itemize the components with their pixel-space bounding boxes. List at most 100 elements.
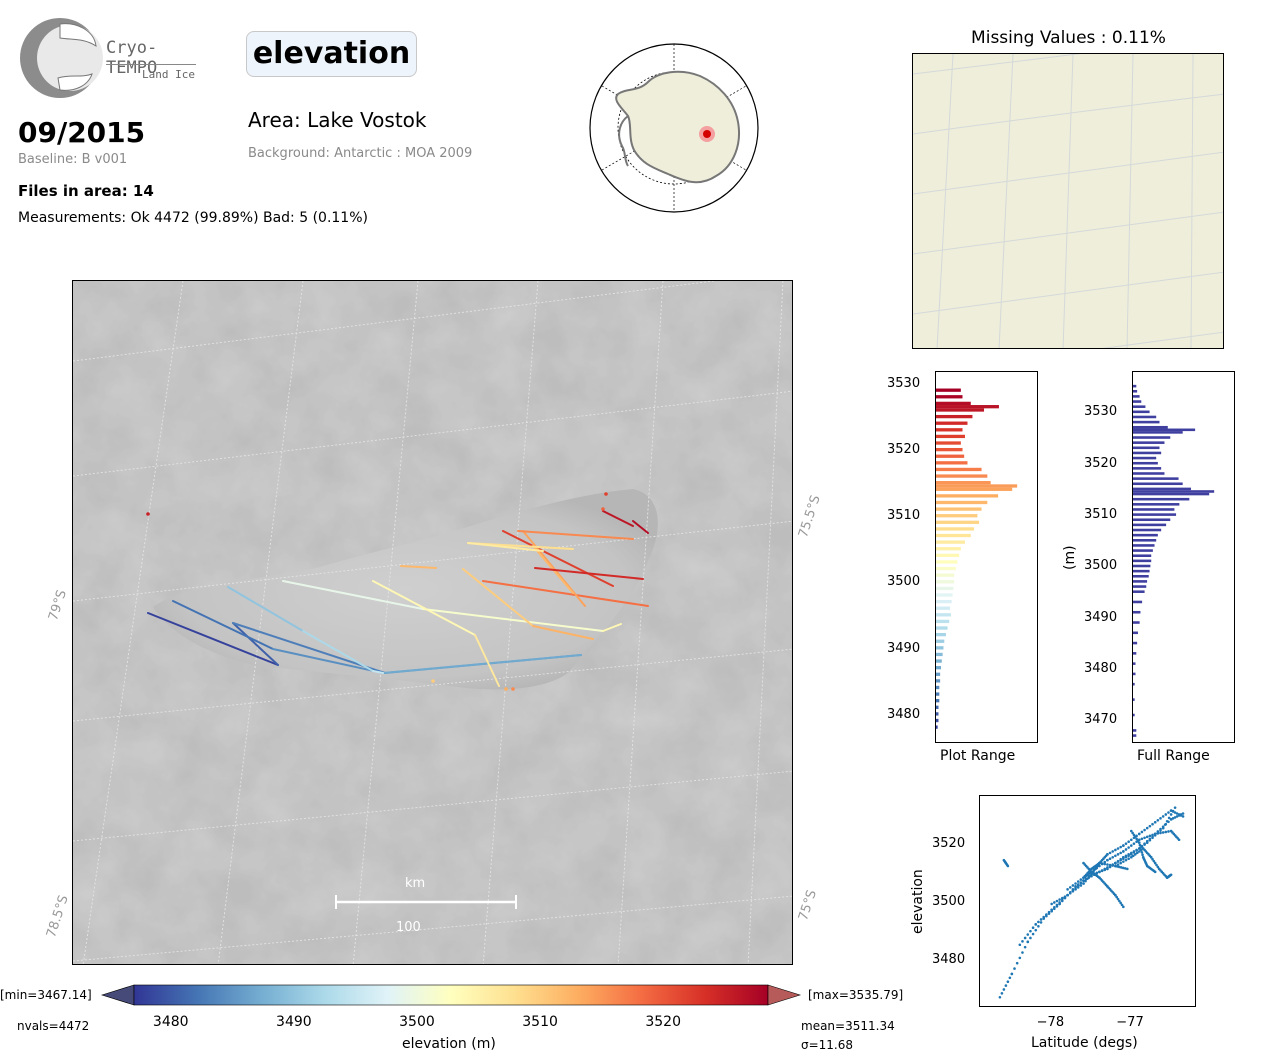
scatter-point (1108, 863, 1112, 867)
histogram-bar (936, 547, 961, 551)
scatter-point (1124, 855, 1128, 859)
histogram-bar (1133, 405, 1146, 408)
colorbar-tick-label: 3480 (152, 1014, 189, 1030)
scatter-point (1124, 842, 1128, 845)
scatter-point (1008, 976, 1012, 980)
scatter-point (1095, 866, 1099, 870)
scatter-point (1127, 840, 1130, 843)
scatter-point (1135, 849, 1138, 852)
scatter-point (1106, 858, 1109, 862)
scatter-point (1124, 858, 1128, 862)
histogram-bar (936, 553, 960, 557)
scatter-point (1018, 956, 1022, 960)
histogram-tick-label: 3490 (887, 640, 921, 656)
histogram-bar (936, 619, 950, 624)
colorbar-tick-label: 3510 (522, 1014, 558, 1030)
histogram-bar (936, 520, 980, 524)
scatter-point (1124, 867, 1127, 870)
elevation-latitude-scatter (979, 795, 1196, 1007)
elevation-track-point (146, 512, 150, 516)
full-range-ylabel: (m) (1062, 545, 1078, 570)
histogram-bar (936, 514, 978, 518)
scatter-point (1055, 903, 1059, 907)
measurements-summary: Measurements: Ok 4472 (99.89%) Bad: 5 (0… (18, 210, 368, 226)
scatter-point (1119, 861, 1122, 865)
histogram-bar (1133, 554, 1152, 557)
scatter-point (1152, 859, 1156, 863)
scatter-ytick-label: 3480 (932, 952, 966, 968)
histogram-bar (1133, 395, 1140, 398)
histogram-bar (1133, 734, 1137, 737)
histogram-bar (1133, 549, 1153, 552)
scatter-point (1068, 891, 1072, 895)
elevation-colorbar (100, 984, 802, 1006)
scatter-point (1116, 853, 1120, 856)
scatter-point (1116, 863, 1120, 866)
scatter-point (1079, 884, 1083, 887)
elevation-track-segment (532, 625, 594, 640)
elevation-track-segment (602, 510, 634, 527)
histogram-bar (1133, 698, 1135, 701)
scatter-point (1139, 846, 1142, 849)
histogram-bar (936, 718, 939, 723)
scatter-point (1161, 815, 1165, 818)
histogram-bar (1133, 518, 1171, 522)
scatter-point (1116, 860, 1120, 863)
colorbar-min-extend (100, 984, 135, 1006)
scatter-point (1165, 819, 1169, 823)
scatter-point (1050, 902, 1053, 906)
histogram-bar (936, 613, 951, 617)
plot-range-label: Plot Range (940, 748, 1016, 764)
colorbar-tick-label: 3490 (276, 1014, 312, 1030)
scatter-point (1039, 918, 1043, 921)
scatter-point (1129, 855, 1133, 859)
scatter-point (1015, 961, 1019, 965)
scatter-point (1169, 813, 1173, 816)
scatter-point (1151, 822, 1154, 826)
nvals-label: nvals=4472 (17, 1019, 90, 1033)
elevation-track-segment (232, 622, 386, 674)
scatter-point (1042, 915, 1046, 919)
date-label: 09/2015 (18, 116, 146, 149)
histogram-bar (936, 580, 955, 584)
elevation-tracks (146, 492, 649, 691)
scatter-point (1159, 817, 1162, 820)
histogram-bar (936, 461, 968, 465)
histogram-bar (936, 540, 965, 544)
scatter-point (1103, 860, 1107, 864)
antarctica-locator-map (589, 43, 759, 213)
scatter-point (1129, 853, 1133, 856)
elevation-track-segment (382, 654, 582, 674)
scatter-point (1119, 851, 1122, 855)
histogram-bar (936, 699, 940, 703)
scatter-point (1145, 835, 1149, 839)
scatter-point (1119, 858, 1122, 862)
scatter-point (1114, 893, 1117, 897)
colorbar-min-label: [min=3467.14] (0, 988, 92, 1002)
histogram-tick-label: 3500 (887, 574, 921, 590)
elevation-map[interactable]: km 100 (72, 280, 793, 965)
scatter-point (1137, 841, 1141, 844)
histogram-bar (1133, 389, 1138, 393)
histogram-bar (936, 388, 961, 392)
scatter-point (1108, 851, 1112, 855)
scatter-point (1132, 842, 1136, 845)
histogram-tick-label: 3510 (1084, 506, 1118, 522)
scatter-point (1167, 816, 1171, 820)
scatter-point (1120, 866, 1123, 869)
histogram-bar (936, 434, 965, 439)
scale-bar: km 100 (335, 876, 517, 935)
full-range-label: Full Range (1137, 748, 1210, 764)
variable-title: elevation (246, 31, 417, 77)
histogram-bar (1133, 713, 1135, 717)
cryo-tempo-logo: Cryo-TEMPO Land Ice (18, 16, 208, 100)
histogram-tick-label: 3520 (887, 442, 921, 458)
scatter-point (1156, 832, 1160, 835)
histogram-bar (936, 481, 991, 485)
scale-unit: km (405, 876, 425, 891)
scatter-point (1167, 830, 1170, 833)
scatter-point (1159, 831, 1162, 835)
histogram-bar (936, 685, 940, 690)
scatter-point (1156, 865, 1160, 869)
scatter-point (1111, 850, 1115, 853)
